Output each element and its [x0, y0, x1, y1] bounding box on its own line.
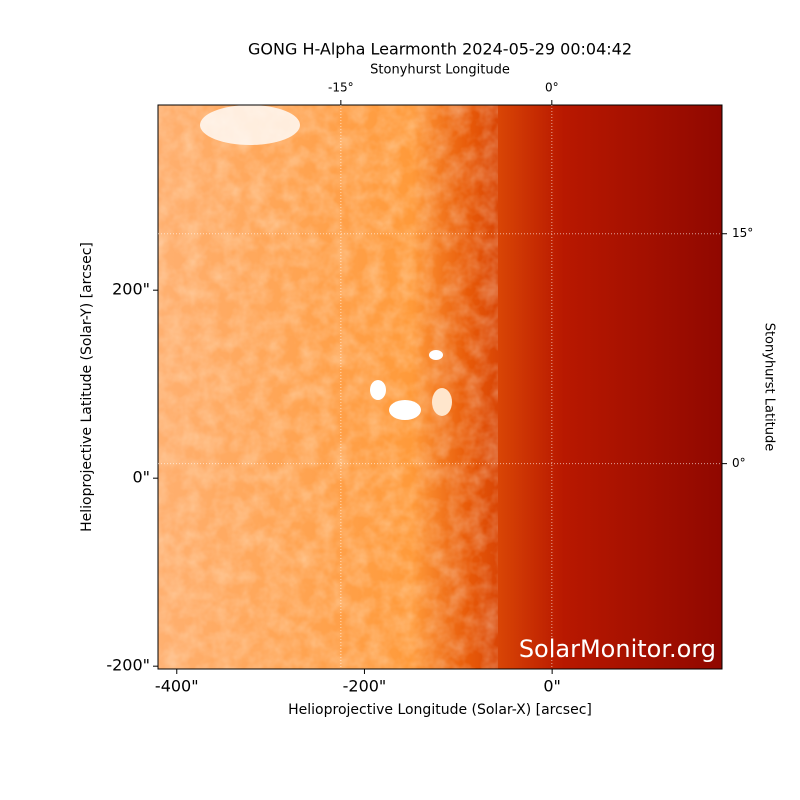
- y-tick-label: -200": [106, 656, 150, 675]
- plot-frame: [157, 104, 723, 670]
- x-tick-label: -400": [155, 677, 199, 696]
- y2-axis-label: Stonyhurst Latitude: [762, 323, 777, 452]
- y-tick-label: 0": [132, 468, 150, 487]
- watermark: SolarMonitor.org: [519, 635, 716, 663]
- y2-tick-label: 15°: [732, 226, 753, 240]
- x-tick-label: -200": [343, 677, 387, 696]
- chart-title: GONG H-Alpha Learmonth 2024-05-29 00:04:…: [248, 40, 632, 59]
- x-axis-label: Helioprojective Longitude (Solar-X) [arc…: [288, 702, 592, 718]
- solar-image: [158, 105, 722, 669]
- x2-tick-label: 0°: [545, 81, 559, 95]
- x-tick-label: 0": [543, 677, 561, 696]
- y-tick-label: 200": [112, 280, 150, 299]
- y2-tick-label: 0°: [732, 456, 746, 470]
- x2-tick-label: -15°: [328, 81, 354, 95]
- y-axis-label: Helioprojective Latitude (Solar-Y) [arcs…: [79, 242, 95, 532]
- x2-axis-label: Stonyhurst Longitude: [370, 63, 510, 78]
